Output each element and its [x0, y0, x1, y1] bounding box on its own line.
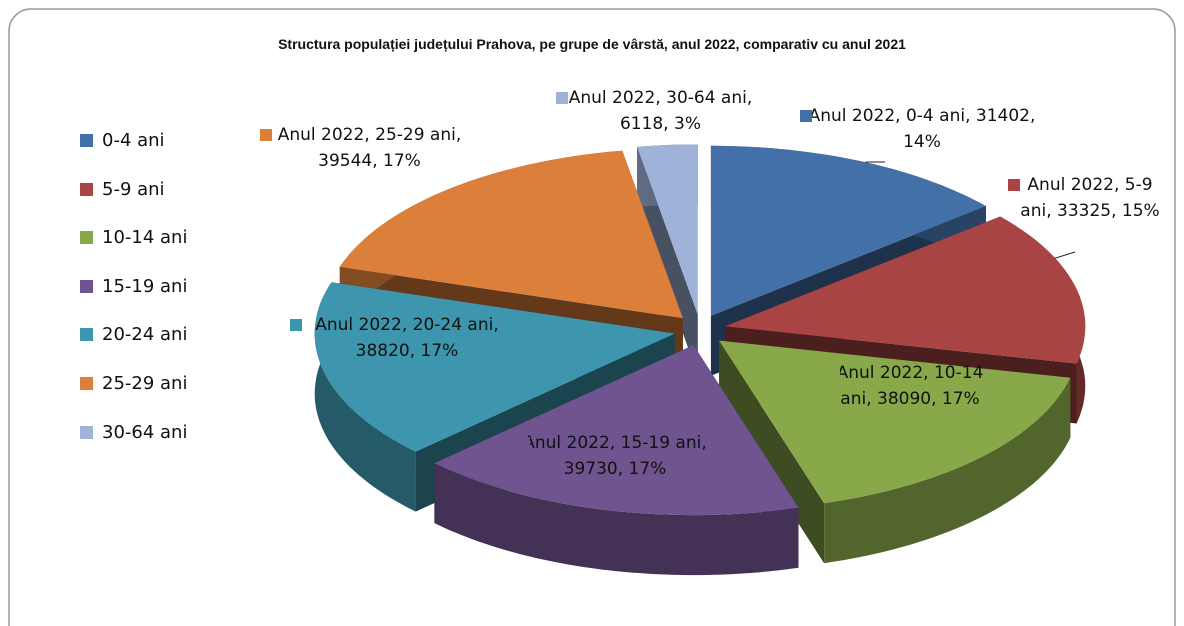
- legend-entry: 15-19 ani: [80, 276, 187, 297]
- legend-entry: 0-4 ani: [80, 130, 165, 151]
- slice: [637, 144, 698, 315]
- data-label: Anul 2022, 30-64 ani, 6118, 3%: [556, 85, 763, 137]
- legend-entry: 30-64 ani: [80, 422, 187, 443]
- chart-title: Structura populației județului Prahova, …: [278, 36, 906, 52]
- data-label: Anul 2022, 5-9 ani, 33325, 15%: [1008, 172, 1170, 224]
- slice: [710, 145, 986, 316]
- slice: [314, 282, 675, 452]
- legend-entry: 25-29 ani: [80, 373, 187, 394]
- legend-entry: 5-9 ani: [80, 179, 165, 200]
- data-label: Anul 2022, 0-4 ani, 31402, 14%: [800, 103, 1042, 155]
- slice: [719, 340, 1071, 504]
- legend-entry: 10-14 ani: [80, 227, 187, 248]
- slice-wall: [434, 463, 799, 576]
- data-label: Anul 2022, 15-19 ani, 39730, 17%: [518, 430, 710, 482]
- slice-wall: [824, 377, 1071, 564]
- data-label: Anul 2022, 10-14 ani, 38090, 17%: [828, 360, 990, 412]
- data-label: Anul 2022, 25-29 ani, 39544, 17%: [260, 122, 477, 174]
- slice-wall: [314, 282, 416, 512]
- slice: [434, 345, 799, 516]
- legend-entry: 20-24 ani: [80, 324, 187, 345]
- slice: [725, 216, 1086, 364]
- slice: [339, 150, 683, 319]
- data-label: Anul 2022, 20-24 ani, 38820, 17%: [290, 312, 522, 364]
